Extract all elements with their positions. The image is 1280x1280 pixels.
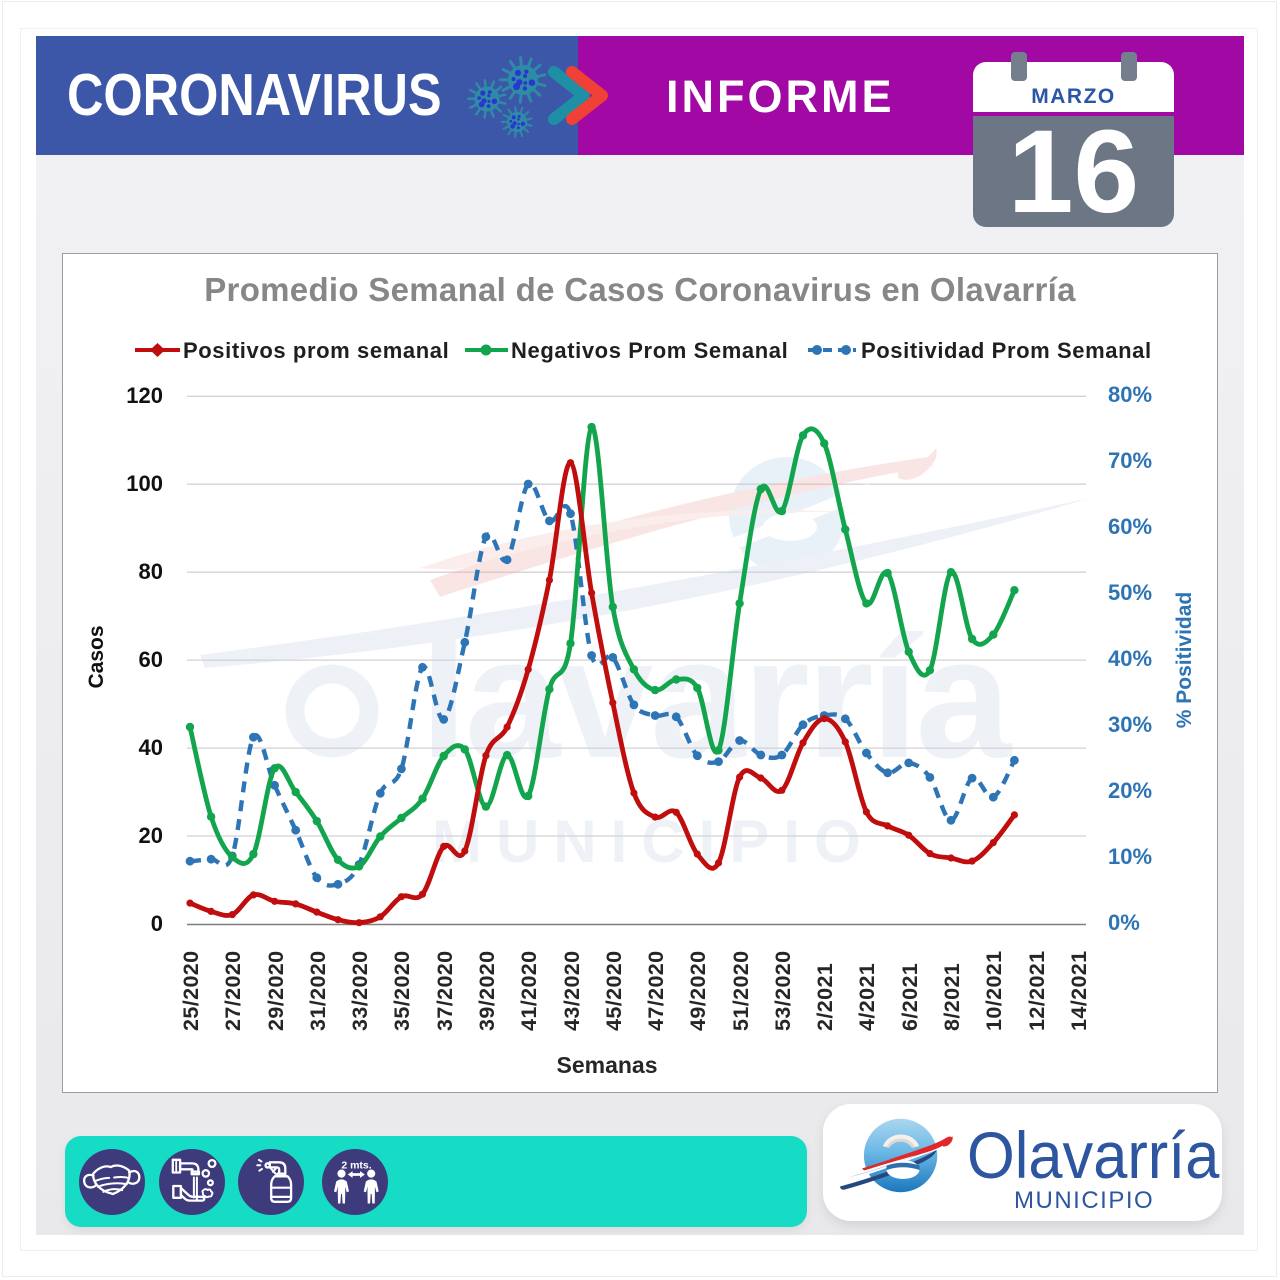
svg-text:2 mts.: 2 mts. <box>341 1160 371 1172</box>
svg-text:MUNICIPIO: MUNICIPIO <box>432 808 875 875</box>
